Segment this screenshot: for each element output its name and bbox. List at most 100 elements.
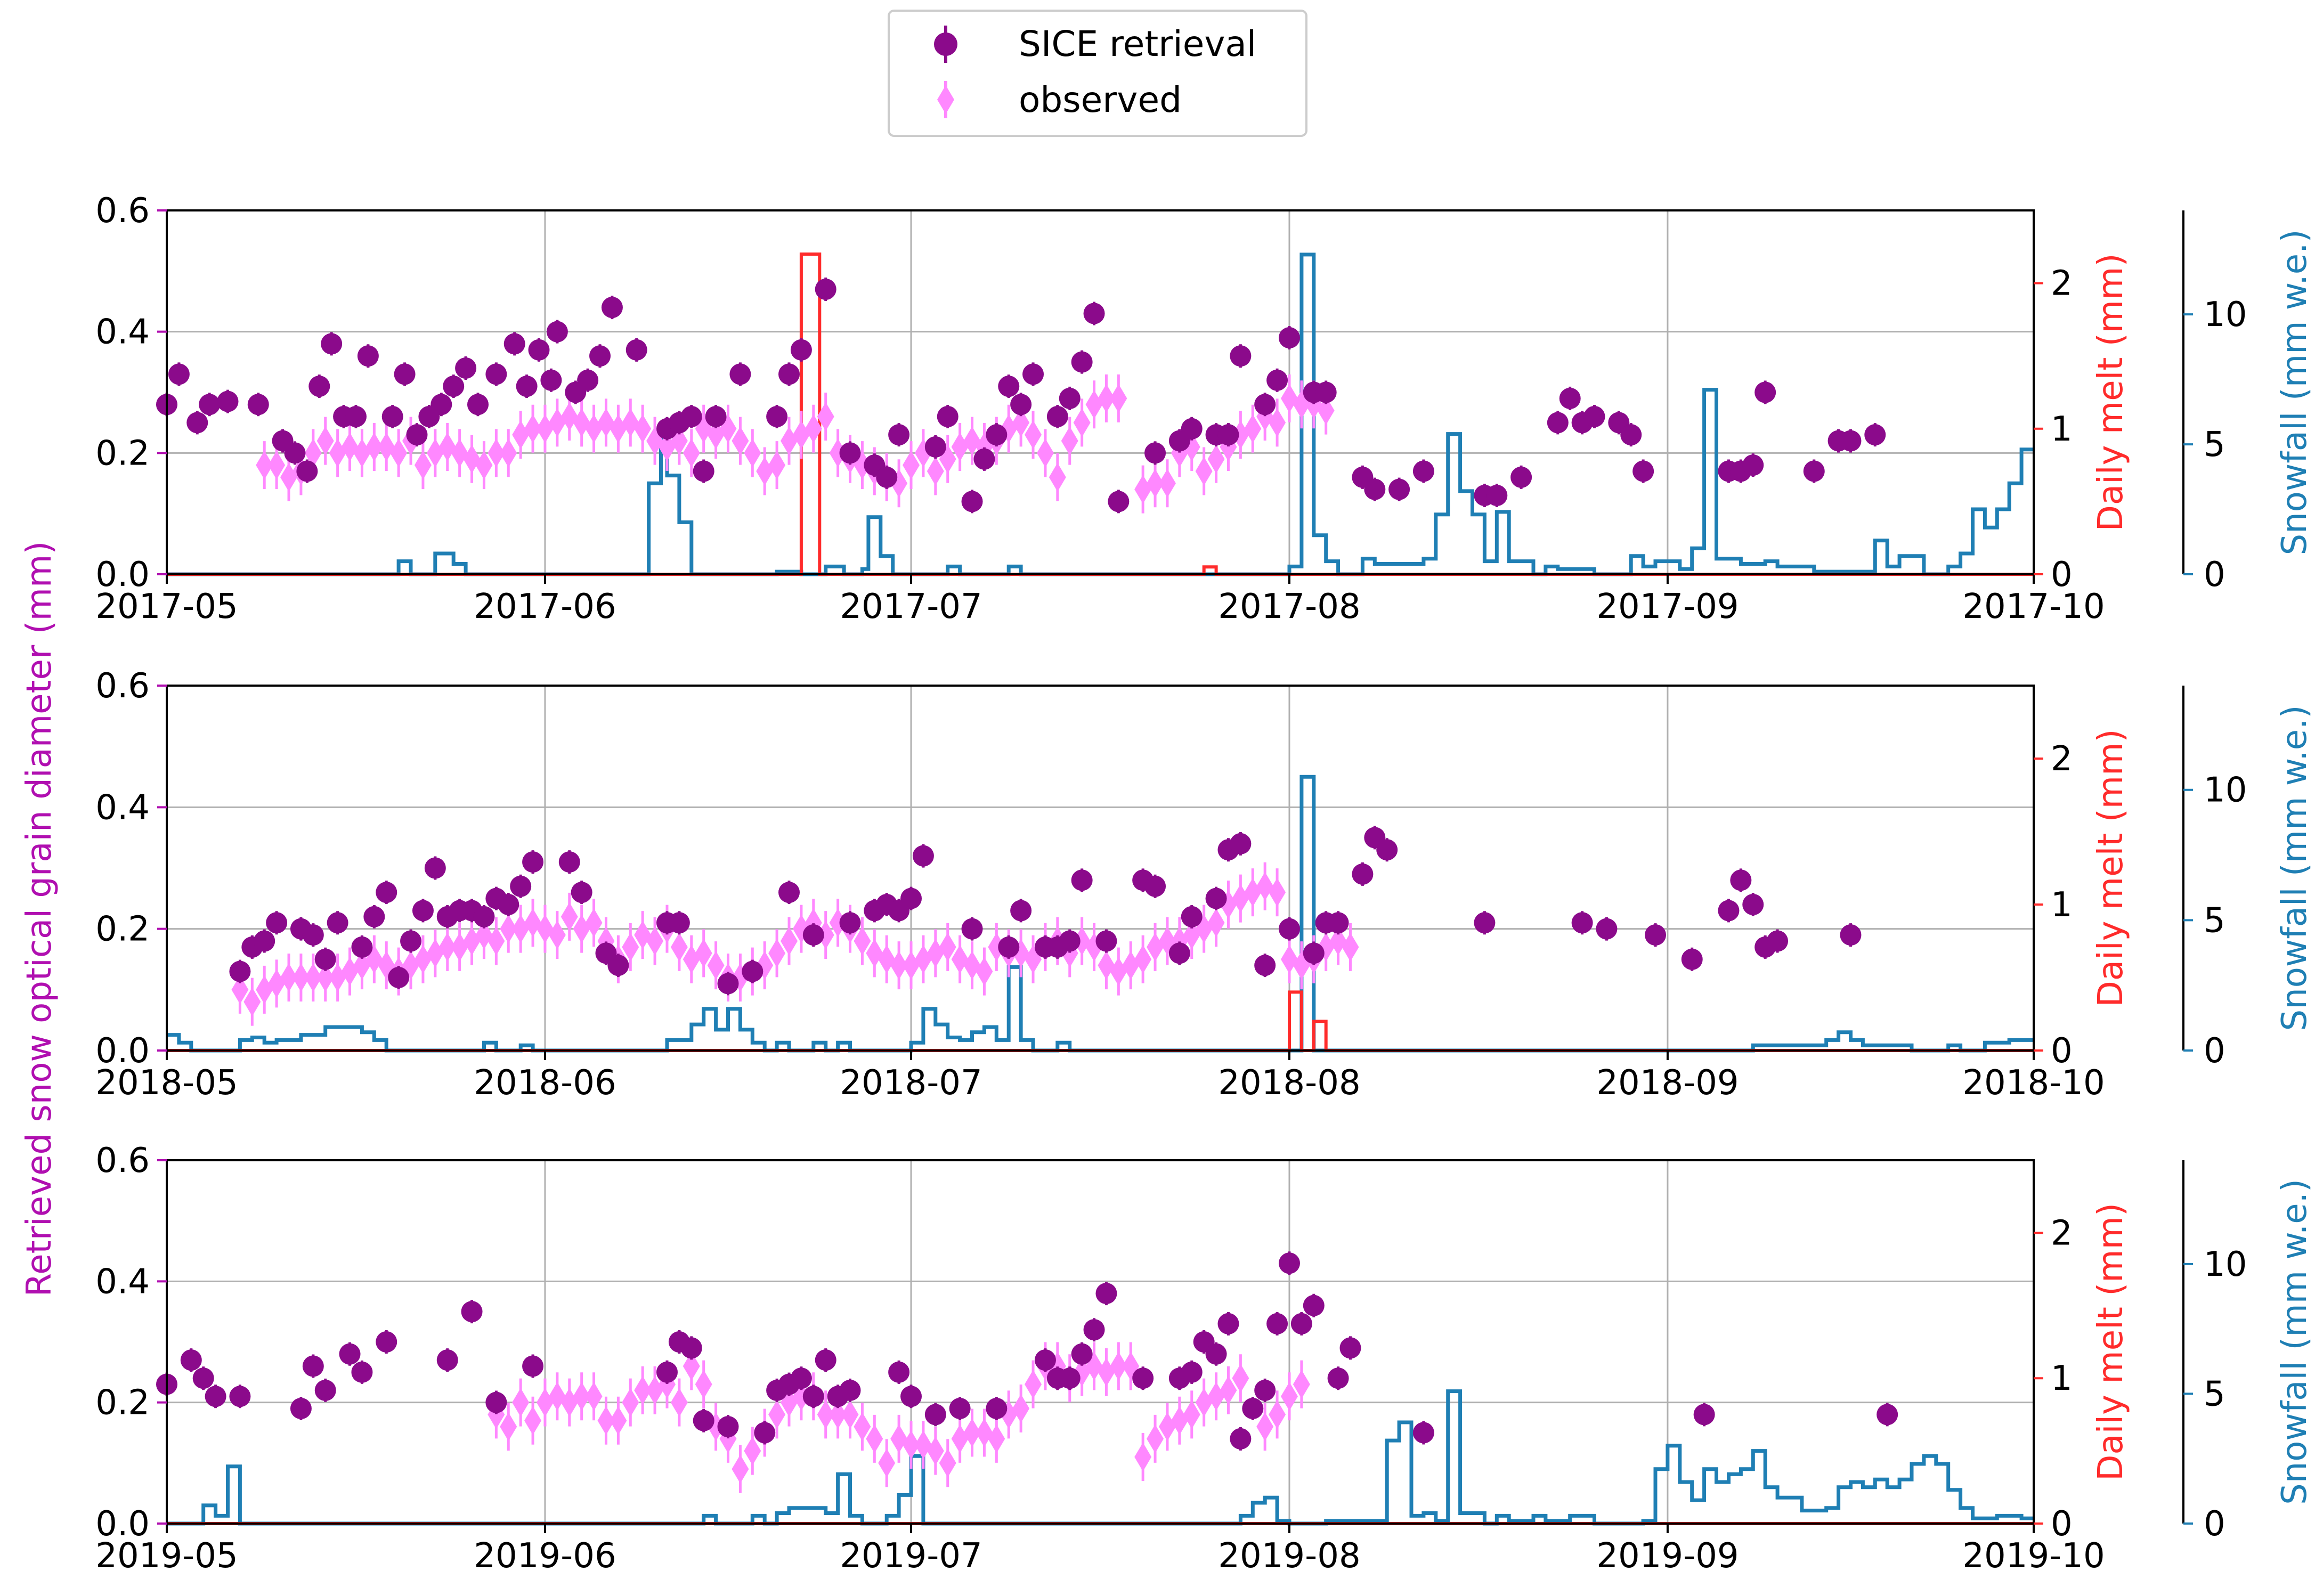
- sice-point: [1767, 930, 1789, 952]
- legend-sice-marker: [934, 32, 957, 56]
- observed-point: [903, 951, 920, 980]
- sice-point: [1254, 394, 1276, 416]
- sice-point: [1742, 894, 1764, 915]
- sice-point: [498, 894, 519, 915]
- snowfall-tick-label: 10: [2204, 1245, 2247, 1284]
- observed-point: [256, 975, 273, 1004]
- observed-point: [1280, 384, 1298, 413]
- observed-point: [1110, 1351, 1127, 1381]
- observed-point: [866, 939, 883, 968]
- observed-point: [1244, 878, 1262, 907]
- sice-point: [961, 918, 983, 940]
- legend-observed-marker: [937, 85, 954, 114]
- sice-point: [986, 424, 1008, 446]
- sice-point: [199, 394, 221, 416]
- observed-point: [414, 451, 432, 480]
- sice-point: [1364, 478, 1386, 500]
- observed-point: [500, 438, 517, 468]
- sice-point: [266, 912, 288, 934]
- sice-point: [473, 906, 495, 927]
- observed-point: [548, 921, 566, 950]
- sice-point: [961, 491, 983, 512]
- observed-point: [1342, 932, 1359, 962]
- observed-point: [512, 914, 530, 943]
- panel-2017: 2017-05 2017-06 2017-07 2017-08 2017-09 2017-…: [95, 191, 2314, 626]
- sice-point: [1303, 942, 1325, 964]
- x-tick-label: 2018-07: [840, 1063, 982, 1103]
- sice-point: [376, 882, 397, 903]
- observed-point: [451, 932, 468, 962]
- observed-point: [597, 1406, 615, 1435]
- observed-point: [1122, 951, 1140, 980]
- snowfall-axis-title: Snowfall (mm w.e.): [2275, 705, 2314, 1031]
- sice-point: [1376, 839, 1398, 861]
- sice-point: [1217, 424, 1239, 446]
- observed-point: [829, 1400, 847, 1429]
- grid-2018: [167, 686, 2034, 1051]
- sice-point: [1620, 424, 1642, 446]
- observed-point: [963, 1418, 981, 1447]
- sice-point: [790, 339, 812, 361]
- sice-point: [998, 936, 1020, 958]
- observed-point: [353, 438, 371, 468]
- x-tick-label: 2019-05: [95, 1536, 238, 1576]
- observed-point: [1280, 1382, 1298, 1411]
- legend-observed-label: observed: [1019, 79, 1182, 120]
- observed-point: [1110, 957, 1127, 986]
- plot-frame-2018: [166, 685, 2035, 1052]
- observed-point: [829, 438, 847, 468]
- observed-point: [646, 926, 664, 956]
- sice-point: [1718, 900, 1740, 922]
- sice-point: [1254, 955, 1276, 976]
- snowfall-axis-title: Snowfall (mm w.e.): [2275, 1179, 2314, 1505]
- sice-point: [1266, 1313, 1288, 1334]
- sice-point: [577, 369, 599, 391]
- sice-point: [778, 363, 800, 385]
- sice-point: [601, 297, 623, 319]
- sice-point: [485, 1391, 507, 1413]
- sice-point: [290, 1398, 312, 1420]
- observed-point: [353, 951, 371, 980]
- sice-point: [339, 1343, 361, 1365]
- melt-axis-title: Daily melt (mm): [2091, 729, 2131, 1007]
- observed-point: [805, 414, 822, 443]
- observed-point: [817, 1400, 834, 1429]
- observed-point: [1134, 475, 1152, 504]
- sice-point: [1596, 918, 1618, 940]
- sice-point: [1278, 1252, 1300, 1274]
- sice-point: [503, 333, 525, 355]
- observed-point: [670, 1388, 688, 1417]
- sice-point: [839, 1379, 861, 1401]
- sice-point: [1230, 345, 1252, 367]
- sice-point: [680, 1337, 702, 1359]
- observed-point: [585, 908, 603, 938]
- observed-point: [573, 408, 590, 437]
- sice-point: [1486, 485, 1508, 507]
- sice-point: [680, 406, 702, 428]
- y-tick-label: 0.6: [95, 191, 150, 231]
- observed-point: [939, 1448, 956, 1478]
- observed-point: [463, 926, 481, 956]
- observed-point: [1269, 408, 1286, 437]
- observed-point: [1049, 462, 1066, 492]
- observed-point: [268, 451, 286, 480]
- x-tick-label: 2018-10: [1962, 1063, 2105, 1103]
- x-tick-label: 2019-06: [474, 1536, 616, 1576]
- sice-point: [1083, 1319, 1105, 1341]
- observed-point: [878, 1448, 896, 1478]
- sice-point: [571, 882, 592, 903]
- melt-tick-label: 1: [2051, 885, 2073, 925]
- sice-point: [754, 1422, 776, 1444]
- sice-point: [296, 460, 318, 482]
- x-tick-label: 2017-07: [840, 587, 982, 626]
- sice-point: [1583, 406, 1605, 428]
- sice-point: [1339, 1337, 1361, 1359]
- observed-point: [951, 1424, 969, 1453]
- sice-point: [839, 442, 861, 464]
- observed-point: [475, 921, 493, 950]
- sice-point: [1181, 1361, 1203, 1383]
- sice-point: [1754, 381, 1776, 403]
- sice-series-2017: [156, 277, 1886, 514]
- melt-tick-label: 0: [2051, 1031, 2073, 1071]
